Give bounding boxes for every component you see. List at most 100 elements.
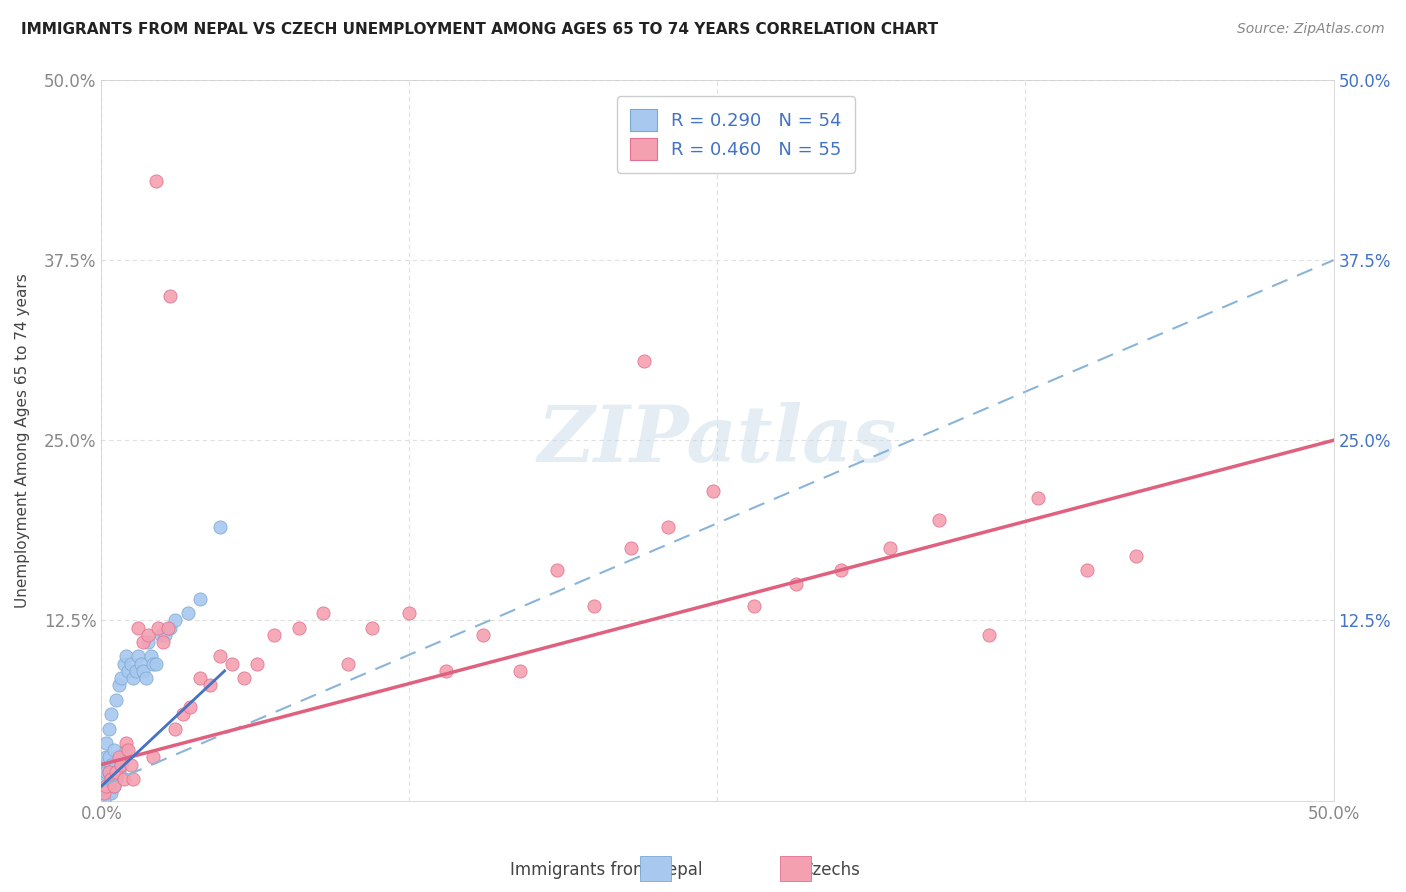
Point [93,786,115,800]
Point [132,664,155,678]
Point [103,764,125,779]
Point [100,707,122,722]
Point [176,607,198,621]
Point [336,657,359,671]
Point [179,700,201,714]
Point [188,671,211,685]
Point [152,635,174,649]
Point [928,512,950,526]
Point [112,772,135,786]
Text: ZIPatlas: ZIPatlas [537,402,897,478]
Point [312,607,335,621]
Point [93,786,115,800]
Point [208,649,231,664]
Point [159,289,181,303]
Point [155,628,177,642]
Point [361,621,384,635]
Point [110,757,132,772]
Point [112,657,135,671]
Point [135,671,157,685]
Point [115,736,138,750]
Point [103,743,125,757]
Point [188,591,211,606]
Point [97,764,120,779]
Point [149,628,172,642]
Legend: R = 0.290   N = 54, R = 0.460   N = 55: R = 0.290 N = 54, R = 0.460 N = 55 [617,96,855,173]
Point [879,541,901,556]
Point [633,354,655,368]
Point [100,772,122,786]
Point [96,779,118,793]
Point [115,649,138,664]
Y-axis label: Unemployment Among Ages 65 to 74 years: Unemployment Among Ages 65 to 74 years [15,273,30,607]
Point [96,786,118,800]
Point [977,628,1000,642]
Point [122,772,145,786]
Point [105,772,128,786]
Point [434,664,457,678]
Point [546,563,568,577]
Point [132,635,155,649]
Point [93,794,115,808]
Point [198,678,221,692]
Point [117,664,139,678]
Point [136,628,159,642]
Point [287,621,309,635]
Point [93,757,115,772]
Point [159,621,181,635]
Point [702,483,724,498]
Point [112,750,135,764]
Point [120,757,142,772]
Point [165,614,187,628]
Point [110,671,132,685]
Point [96,779,118,793]
Point [93,779,115,793]
Point [120,657,142,671]
Text: Czechs: Czechs [801,861,860,879]
Point [96,750,118,764]
Point [122,671,145,685]
Point [785,577,807,591]
Point [221,657,243,671]
Point [107,678,129,692]
Point [110,757,132,772]
Point [107,764,129,779]
Text: Source: ZipAtlas.com: Source: ZipAtlas.com [1237,22,1385,37]
Point [103,779,125,793]
Point [97,786,120,800]
Point [165,722,187,736]
Point [657,520,679,534]
Point [1076,563,1098,577]
Point [583,599,606,613]
Point [830,563,852,577]
Point [129,657,152,671]
Point [117,743,139,757]
Point [97,750,120,764]
Point [127,621,149,635]
Point [115,743,138,757]
Point [620,541,643,556]
Point [472,628,495,642]
Point [233,671,256,685]
Point [100,772,122,786]
Point [246,657,269,671]
Point [97,779,120,793]
Point [146,621,169,635]
Point [142,750,165,764]
Point [139,649,162,664]
Point [744,599,766,613]
Text: Immigrants from Nepal: Immigrants from Nepal [510,861,703,879]
Point [263,628,285,642]
Point [93,764,115,779]
Point [125,664,148,678]
Point [103,779,125,793]
Point [107,750,129,764]
Point [509,664,531,678]
Point [93,772,115,786]
Point [96,772,118,786]
Point [145,657,167,671]
Point [105,757,128,772]
Point [100,757,122,772]
Point [97,722,120,736]
Point [100,786,122,800]
